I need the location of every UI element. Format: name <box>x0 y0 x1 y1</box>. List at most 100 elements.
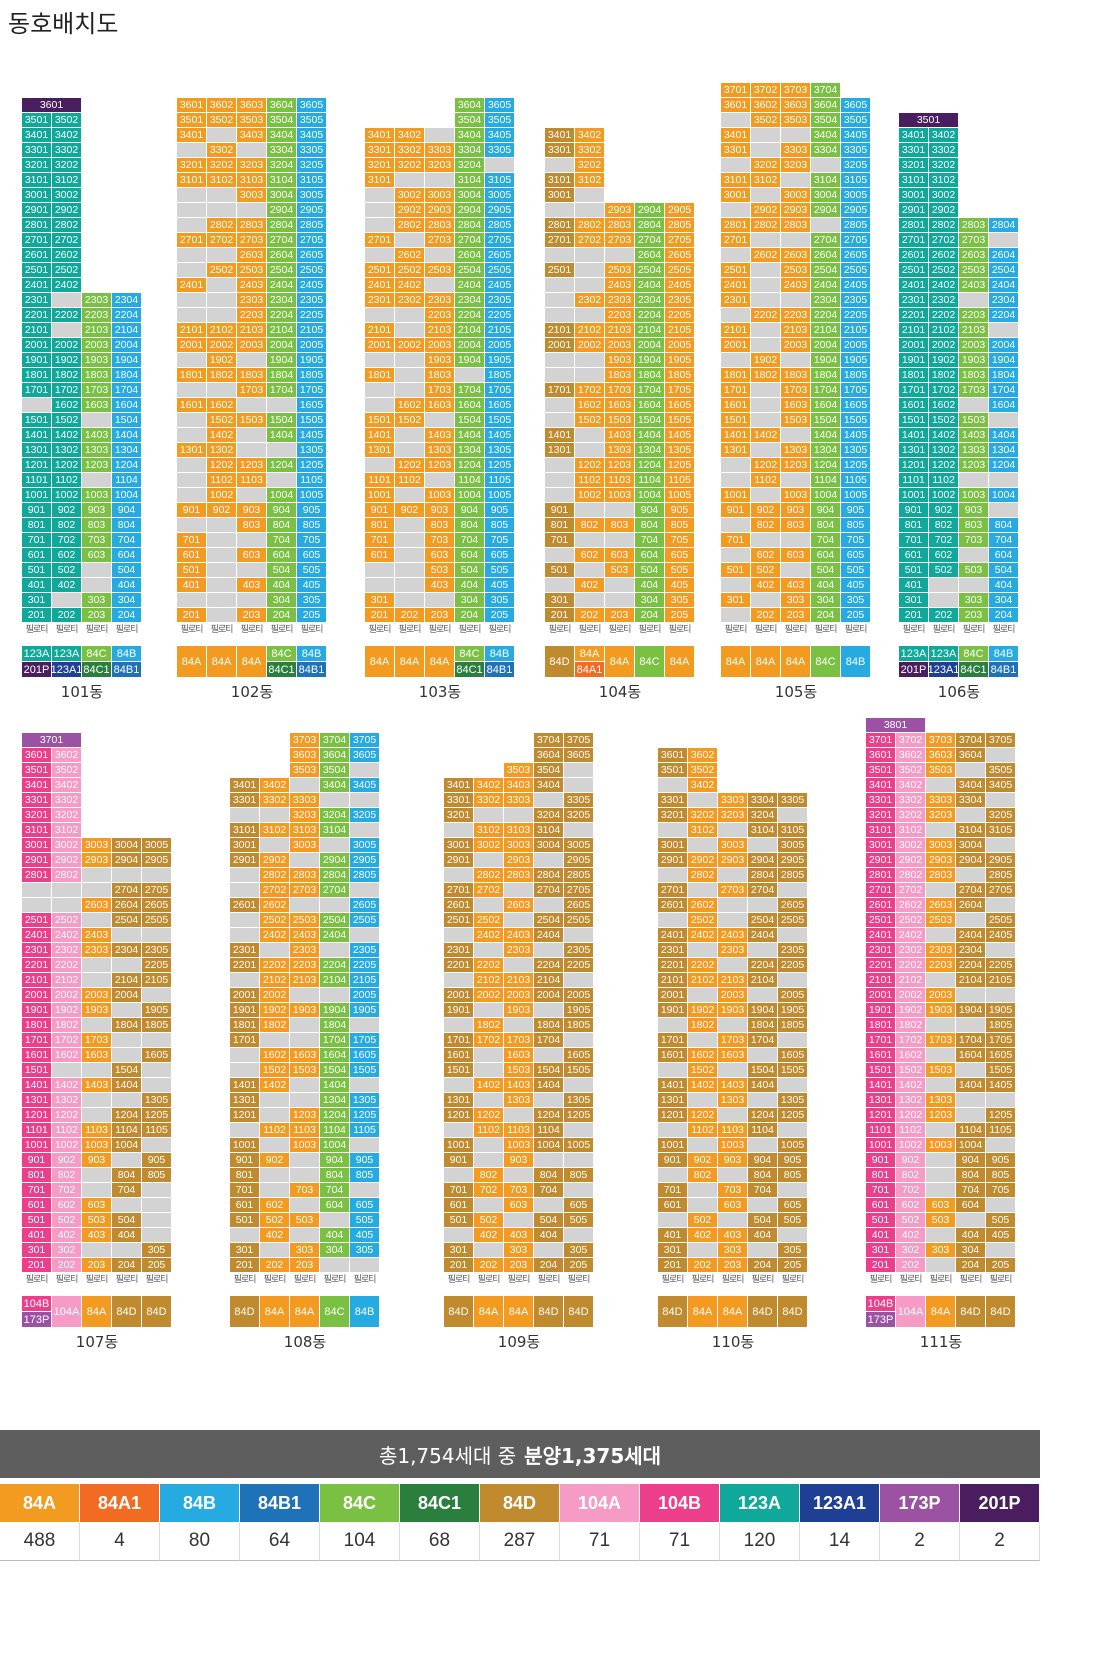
unit-cell[interactable]: 1401 <box>721 428 751 443</box>
unit-cell[interactable]: 2303 <box>504 943 534 958</box>
unit-cell[interactable]: 1402 <box>474 1078 504 1093</box>
unit-cell[interactable]: 1702 <box>52 1033 82 1048</box>
unit-cell[interactable]: 2204 <box>112 308 142 323</box>
unit-cell[interactable]: 1503 <box>781 413 811 428</box>
unit-cell[interactable]: 3602 <box>751 98 781 113</box>
unit-cell[interactable]: 2502 <box>207 263 237 278</box>
unit-cell[interactable]: 2205 <box>564 958 594 973</box>
unit-cell[interactable]: 902 <box>395 503 425 518</box>
unit-cell[interactable]: 3601 <box>22 748 52 763</box>
unit-cell[interactable]: 2402 <box>395 278 425 293</box>
unit-cell[interactable]: 2504 <box>455 263 485 278</box>
unit-cell[interactable]: 2005 <box>778 988 808 1003</box>
unit-cell[interactable]: 3402 <box>575 128 605 143</box>
unit-cell[interactable]: 201 <box>658 1258 688 1273</box>
unit-cell[interactable]: 2805 <box>841 218 871 233</box>
unit-cell[interactable]: 1901 <box>22 1003 52 1018</box>
unit-cell[interactable]: 3502 <box>52 763 82 778</box>
unit-cell[interactable]: 2204 <box>956 958 986 973</box>
unit-cell[interactable]: 2005 <box>297 338 327 353</box>
unit-cell[interactable]: 3202 <box>52 158 82 173</box>
unit-cell[interactable]: 1601 <box>444 1048 474 1063</box>
unit-cell[interactable]: 1405 <box>485 428 515 443</box>
unit-cell[interactable]: 205 <box>142 1258 172 1273</box>
unit-cell[interactable]: 3602 <box>52 748 82 763</box>
unit-cell[interactable]: 1305 <box>350 1093 380 1108</box>
unit-cell[interactable]: 1002 <box>52 488 82 503</box>
unit-cell[interactable]: 3304 <box>956 793 986 808</box>
unit-cell[interactable]: 3301 <box>230 793 260 808</box>
unit-cell[interactable]: 205 <box>485 608 515 623</box>
unit-cell[interactable]: 3202 <box>52 808 82 823</box>
unit-cell[interactable]: 601 <box>22 548 52 563</box>
unit-cell[interactable]: 1005 <box>841 488 871 503</box>
unit-cell[interactable]: 1401 <box>230 1078 260 1093</box>
unit-cell[interactable]: 1705 <box>297 383 327 398</box>
unit-cell[interactable]: 2802 <box>207 218 237 233</box>
unit-cell[interactable]: 1601 <box>658 1048 688 1063</box>
unit-cell[interactable]: 801 <box>230 1168 260 1183</box>
unit-cell[interactable]: 2104 <box>267 323 297 338</box>
unit-cell[interactable]: 2905 <box>564 853 594 868</box>
unit-cell[interactable]: 303 <box>781 593 811 608</box>
unit-cell[interactable]: 1103 <box>82 1123 112 1138</box>
unit-cell[interactable]: 1003 <box>290 1138 320 1153</box>
unit-cell[interactable]: 605 <box>841 548 871 563</box>
unit-cell[interactable]: 1304 <box>112 443 142 458</box>
unit-cell[interactable]: 603 <box>504 1198 534 1213</box>
unit-cell[interactable]: 1403 <box>425 428 455 443</box>
unit-cell[interactable]: 1202 <box>751 458 781 473</box>
unit-cell[interactable]: 304 <box>267 593 297 608</box>
unit-cell[interactable]: 3402 <box>260 778 290 793</box>
unit-cell[interactable]: 901 <box>230 1153 260 1168</box>
unit-cell[interactable]: 1203 <box>781 458 811 473</box>
unit-cell[interactable]: 202 <box>52 1258 82 1273</box>
unit-cell[interactable]: 1504 <box>112 1063 142 1078</box>
unit-cell[interactable]: 802 <box>474 1168 504 1183</box>
unit-cell[interactable]: 805 <box>485 518 515 533</box>
unit-cell[interactable]: 2201 <box>22 308 52 323</box>
unit-cell[interactable]: 3504 <box>320 763 350 778</box>
unit-cell[interactable]: 1302 <box>896 1093 926 1108</box>
unit-cell[interactable]: 605 <box>778 1198 808 1213</box>
unit-cell[interactable]: 1902 <box>896 1003 926 1018</box>
unit-cell[interactable]: 2903 <box>781 203 811 218</box>
unit-cell[interactable]: 1505 <box>665 413 695 428</box>
unit-cell[interactable]: 1001 <box>230 1138 260 1153</box>
unit-cell[interactable]: 2502 <box>896 913 926 928</box>
unit-cell[interactable]: 3102 <box>929 173 959 188</box>
unit-cell[interactable]: 205 <box>841 608 871 623</box>
unit-cell[interactable]: 3402 <box>929 128 959 143</box>
unit-cell[interactable]: 1905 <box>350 1003 380 1018</box>
unit-cell[interactable]: 1602 <box>52 398 82 413</box>
unit-cell[interactable]: 3502 <box>52 113 82 128</box>
unit-cell[interactable]: 605 <box>665 548 695 563</box>
unit-cell[interactable]: 1002 <box>207 488 237 503</box>
unit-cell[interactable]: 2202 <box>929 308 959 323</box>
unit-cell[interactable]: 1804 <box>267 368 297 383</box>
unit-cell[interactable]: 2002 <box>395 338 425 353</box>
unit-cell[interactable]: 3302 <box>896 793 926 808</box>
unit-cell[interactable]: 801 <box>866 1168 896 1183</box>
unit-cell[interactable]: 2903 <box>718 853 748 868</box>
unit-cell[interactable]: 1405 <box>841 428 871 443</box>
unit-cell[interactable]: 1301 <box>444 1093 474 1108</box>
unit-cell[interactable]: 1101 <box>22 473 52 488</box>
unit-cell[interactable]: 1701 <box>899 383 929 398</box>
unit-cell[interactable]: 2101 <box>721 323 751 338</box>
unit-cell[interactable]: 2305 <box>564 943 594 958</box>
unit-cell[interactable]: 2401 <box>22 928 52 943</box>
unit-cell[interactable]: 3603 <box>926 748 956 763</box>
unit-cell[interactable]: 601 <box>230 1198 260 1213</box>
unit-cell[interactable]: 1303 <box>781 443 811 458</box>
unit-cell[interactable]: 3201 <box>658 808 688 823</box>
unit-cell[interactable]: 1004 <box>989 488 1019 503</box>
unit-cell[interactable]: 1003 <box>959 488 989 503</box>
unit-cell[interactable]: 1802 <box>260 1018 290 1033</box>
unit-cell[interactable]: 704 <box>635 533 665 548</box>
unit-cell[interactable]: 1802 <box>929 368 959 383</box>
unit-cell[interactable]: 2804 <box>748 868 778 883</box>
unit-cell[interactable]: 2003 <box>425 338 455 353</box>
unit-cell[interactable]: 1901 <box>899 353 929 368</box>
unit-cell[interactable]: 801 <box>899 518 929 533</box>
